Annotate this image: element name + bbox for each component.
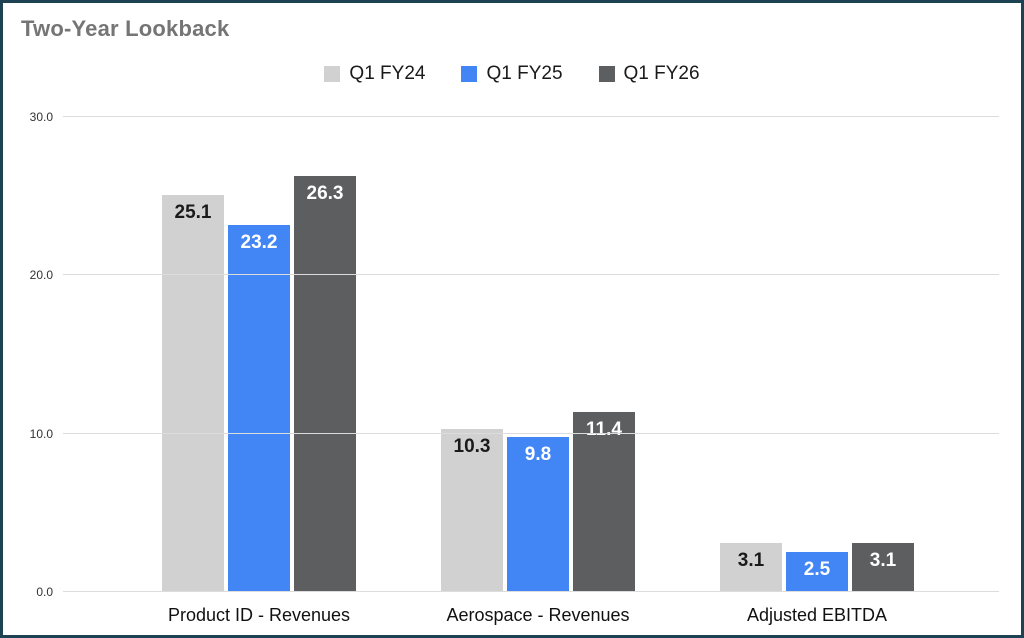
legend: Q1 FY24 Q1 FY25 Q1 FY26 — [3, 63, 1021, 85]
bar-q1-fy26: 26.3 — [294, 175, 356, 592]
legend-label: Q1 FY26 — [623, 63, 700, 84]
y-axis-tick-label: 20.0 — [29, 268, 53, 283]
bar-chart-plot-area: 25.1 23.2 26.3 Product ID - Revenues 10.3 9.8… — [30, 110, 999, 625]
legend-item-q1-fy25: Q1 FY25 — [461, 63, 563, 85]
legend-swatch-icon — [598, 66, 615, 82]
legend-item-q1-fy26: Q1 FY26 — [598, 63, 700, 85]
legend-label: Q1 FY24 — [349, 63, 426, 84]
chart-title: Two-Year Lookback — [21, 16, 230, 41]
legend-swatch-icon — [461, 66, 478, 82]
bar-q1-fy24: 3.1 — [720, 542, 782, 592]
x-axis-category-label: Product ID - Revenues — [167, 605, 351, 625]
bar-value-label: 9.8 — [524, 443, 552, 465]
gridline — [63, 432, 999, 434]
bar-value-label: 26.3 — [306, 182, 344, 204]
gridline — [63, 591, 999, 592]
x-axis-category-label: Adjusted EBITDA — [746, 605, 888, 625]
bar-value-label: 2.5 — [803, 559, 831, 581]
bar-group-aerospace-revenues: 10.3 9.8 11.4 Aerospace - Revenues — [441, 117, 635, 625]
y-axis-tick-label: 10.0 — [29, 426, 53, 441]
bar-value-label: 3.1 — [869, 549, 897, 571]
bar-group-product-id-revenues: 25.1 23.2 26.3 Product ID - Revenues — [162, 117, 356, 625]
bar-q1-fy26: 3.1 — [852, 542, 914, 592]
bar-q1-fy26: 11.4 — [573, 411, 635, 592]
bar-q1-fy25: 9.8 — [507, 436, 569, 592]
gridline — [63, 274, 999, 276]
bar-value-label: 23.2 — [240, 231, 278, 253]
legend-item-q1-fy24: Q1 FY24 — [324, 63, 425, 85]
bar-value-label: 11.4 — [586, 418, 622, 440]
bar-value-label: 10.3 — [453, 435, 491, 457]
bar-q1-fy25: 23.2 — [228, 224, 290, 592]
bar-groups: 25.1 23.2 26.3 Product ID - Revenues 10.3 9.8… — [63, 117, 999, 625]
bar-q1-fy24: 25.1 — [162, 194, 224, 592]
x-axis-category-label: Aerospace - Revenues — [446, 605, 630, 625]
y-axis-tick-label: 0.0 — [36, 585, 53, 599]
legend-swatch-icon — [324, 66, 341, 82]
bar-q1-fy24: 10.3 — [441, 428, 503, 592]
bar-group-adjusted-ebitda: 3.1 2.5 3.1 Adjusted EBITDA — [720, 117, 914, 625]
bar-value-label: 25.1 — [174, 201, 212, 223]
gridline — [63, 116, 999, 117]
y-axis-tick-label: 30.0 — [29, 110, 53, 124]
bar-q1-fy25: 2.5 — [786, 552, 848, 592]
legend-label: Q1 FY25 — [486, 63, 563, 84]
bar-value-label: 3.1 — [737, 549, 765, 571]
